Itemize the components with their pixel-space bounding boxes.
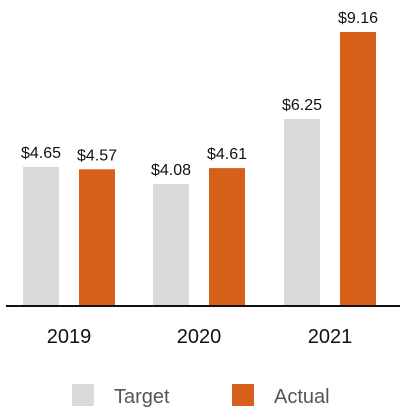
legend-swatch-actual [232, 384, 254, 406]
legend-label-target: Target [114, 386, 170, 408]
x-tick-label-2020: 2020 [177, 326, 222, 348]
legend-swatch-target [72, 384, 94, 406]
bar-actual-2021 [340, 32, 376, 306]
data-label-actual-2019: $4.57 [77, 147, 117, 164]
bar-actual-2019 [79, 169, 115, 306]
data-label-target-2021: $6.25 [282, 97, 322, 114]
x-tick-label-2019: 2019 [47, 326, 92, 348]
legend-label-actual: Actual [274, 386, 330, 408]
x-tick-label-2021: 2021 [308, 326, 353, 348]
bar-target-2019 [23, 166, 59, 306]
data-label-target-2020: $4.08 [151, 162, 191, 179]
data-label-target-2019: $4.65 [21, 145, 61, 162]
bar-target-2021 [284, 119, 320, 306]
data-label-actual-2020: $4.61 [207, 146, 247, 163]
data-label-actual-2021: $9.16 [338, 10, 378, 27]
bar-actual-2020 [209, 168, 245, 306]
bar-target-2020 [153, 183, 189, 306]
